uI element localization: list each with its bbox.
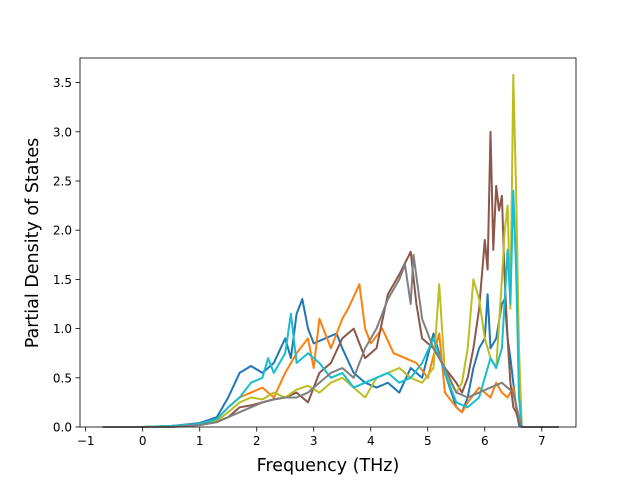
- series-line-1: [102, 293, 559, 428]
- series-line-6: [102, 253, 559, 428]
- x-tick-label: 4: [367, 434, 375, 448]
- y-tick-label: 3.0: [53, 125, 72, 139]
- y-tick-label: 2.0: [53, 224, 72, 238]
- x-tick-label: 7: [538, 434, 546, 448]
- x-tick-label: 1: [196, 434, 204, 448]
- x-tick-label: 6: [481, 434, 489, 448]
- plot-area-frame: [79, 57, 577, 428]
- y-tick-label: 1.0: [53, 322, 72, 336]
- x-tick-label: 2: [253, 434, 261, 448]
- y-tick-label: 0.0: [53, 421, 72, 435]
- x-tick-label: 0: [139, 434, 147, 448]
- x-tick-label: 3: [310, 434, 318, 448]
- y-axis-ticks: 0.0 0.5 1.0 1.5 2.0 2.5 3.0 3.5: [53, 76, 80, 435]
- series-layer: [102, 73, 559, 428]
- y-tick-label: 2.5: [53, 175, 72, 189]
- y-axis-label: Partial Density of States: [23, 138, 43, 349]
- x-tick-label: 5: [424, 434, 432, 448]
- y-tick-label: 3.5: [53, 76, 72, 90]
- y-tick-label: 1.5: [53, 273, 72, 287]
- x-axis-label: Frequency (THz): [257, 456, 400, 476]
- y-tick-label: 0.5: [53, 371, 72, 385]
- x-axis-ticks: −1 0 1 2 3 4 5 6 7: [77, 427, 546, 448]
- series-line-5: [102, 189, 559, 428]
- x-tick-label: −1: [77, 434, 95, 448]
